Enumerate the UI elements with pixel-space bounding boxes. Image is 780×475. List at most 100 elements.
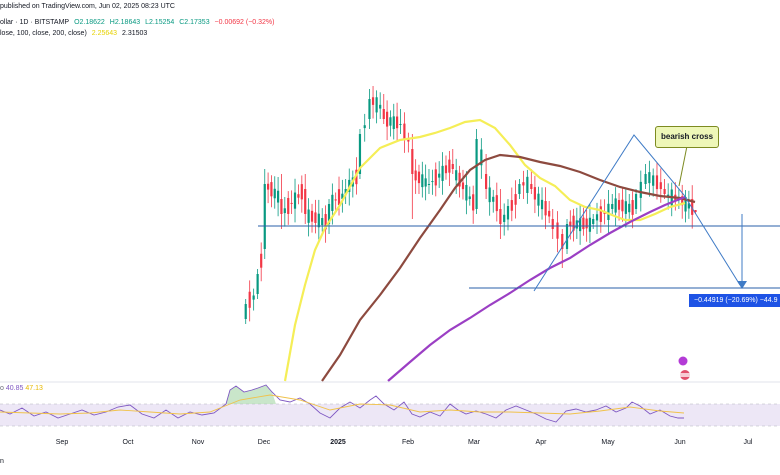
ma-value-1: 2.25643 bbox=[91, 30, 118, 37]
candle bbox=[451, 164, 454, 169]
candle bbox=[458, 172, 461, 187]
candle bbox=[334, 199, 337, 201]
x-tick-label: Oct bbox=[122, 439, 134, 446]
candle bbox=[297, 194, 300, 198]
candle bbox=[252, 295, 255, 300]
candle bbox=[687, 203, 690, 209]
candle bbox=[327, 204, 331, 224]
rsi-overbought-fill bbox=[226, 385, 276, 404]
candle bbox=[526, 176, 529, 193]
rsi-prefix: o bbox=[0, 385, 4, 392]
x-tick-label: Apr bbox=[535, 439, 547, 446]
change-value: −0.00692 (−0.32%) bbox=[214, 19, 275, 26]
candle bbox=[307, 209, 310, 223]
rsi-band bbox=[0, 404, 780, 426]
candle bbox=[644, 174, 647, 184]
candle bbox=[395, 116, 399, 129]
candle bbox=[317, 213, 320, 228]
candle bbox=[324, 214, 327, 230]
candle bbox=[561, 234, 564, 249]
candle bbox=[382, 109, 385, 119]
candle bbox=[280, 199, 283, 214]
candle bbox=[495, 195, 498, 212]
candle bbox=[300, 184, 303, 200]
x-tick-label: May bbox=[601, 439, 615, 446]
candle bbox=[475, 139, 478, 209]
rsi-legend: o 40.85 47.13 bbox=[0, 385, 43, 392]
candle bbox=[540, 199, 544, 210]
candle bbox=[244, 304, 247, 319]
candle bbox=[331, 194, 334, 211]
candle bbox=[472, 194, 475, 211]
candle bbox=[499, 209, 502, 224]
candle bbox=[424, 178, 427, 187]
candle bbox=[368, 99, 371, 119]
candle bbox=[276, 190, 280, 203]
candle bbox=[634, 194, 638, 209]
candle bbox=[621, 199, 624, 212]
candle bbox=[624, 201, 627, 214]
open-value: O2.18622 bbox=[74, 19, 105, 26]
x-tick-label: Dec bbox=[257, 439, 271, 446]
candle bbox=[438, 173, 441, 178]
candle bbox=[417, 171, 421, 184]
x-tick-label: Feb bbox=[401, 439, 415, 446]
candle bbox=[403, 123, 406, 140]
ma200-line bbox=[387, 195, 686, 382]
candle bbox=[266, 183, 270, 190]
candle bbox=[310, 210, 314, 222]
ma-legend-line: lose, 100, close, 200, close) 2.25643 2.… bbox=[0, 30, 150, 37]
candle bbox=[304, 189, 307, 214]
candle bbox=[287, 197, 290, 214]
candle bbox=[556, 222, 559, 239]
candle bbox=[510, 200, 513, 211]
candle bbox=[681, 196, 684, 206]
candle bbox=[270, 182, 273, 197]
candle bbox=[399, 124, 402, 125]
candle bbox=[461, 182, 465, 190]
candle bbox=[290, 202, 293, 204]
candle bbox=[256, 274, 259, 294]
event-flags[interactable] bbox=[678, 356, 691, 381]
drawing-layer[interactable] bbox=[258, 134, 780, 292]
target-arrow-head bbox=[737, 281, 747, 289]
candle bbox=[444, 165, 448, 174]
candle bbox=[283, 208, 286, 214]
candle bbox=[414, 170, 417, 181]
candle bbox=[260, 253, 263, 268]
candle bbox=[293, 192, 297, 209]
candle bbox=[655, 175, 659, 190]
candle bbox=[607, 203, 610, 220]
candle bbox=[652, 175, 655, 186]
candle bbox=[663, 189, 666, 194]
candle bbox=[389, 117, 392, 126]
candle bbox=[518, 184, 521, 194]
x-tick-label: Sep bbox=[55, 439, 69, 446]
event-flag-icon bbox=[678, 356, 688, 366]
candle bbox=[611, 204, 614, 209]
candle bbox=[631, 200, 634, 215]
candle bbox=[248, 291, 251, 308]
candle bbox=[363, 125, 366, 129]
close-value: C2.17353 bbox=[179, 19, 210, 26]
candle bbox=[544, 201, 547, 216]
high-value: H2.18643 bbox=[109, 19, 141, 26]
candle bbox=[427, 184, 431, 185]
bearish-cross-callout[interactable]: bearish cross bbox=[655, 126, 719, 148]
candle bbox=[503, 214, 506, 223]
candle bbox=[595, 214, 599, 221]
candle bbox=[465, 184, 468, 201]
ohlc-line: ollar · 1D · BITSTAMP O2.18622 H2.18643 … bbox=[0, 19, 277, 26]
candle bbox=[455, 170, 458, 181]
candle bbox=[522, 182, 525, 186]
candle bbox=[411, 149, 414, 174]
candle bbox=[263, 184, 266, 249]
candle bbox=[617, 200, 621, 210]
candle bbox=[572, 215, 575, 231]
candle bbox=[358, 134, 362, 174]
ma-params: lose, 100, close, 200, close) bbox=[0, 30, 87, 37]
candle bbox=[659, 182, 662, 190]
low-value: L2.15254 bbox=[145, 19, 175, 26]
measure-label: −0.44919 (−20.69%) −44.9 bbox=[689, 294, 780, 307]
